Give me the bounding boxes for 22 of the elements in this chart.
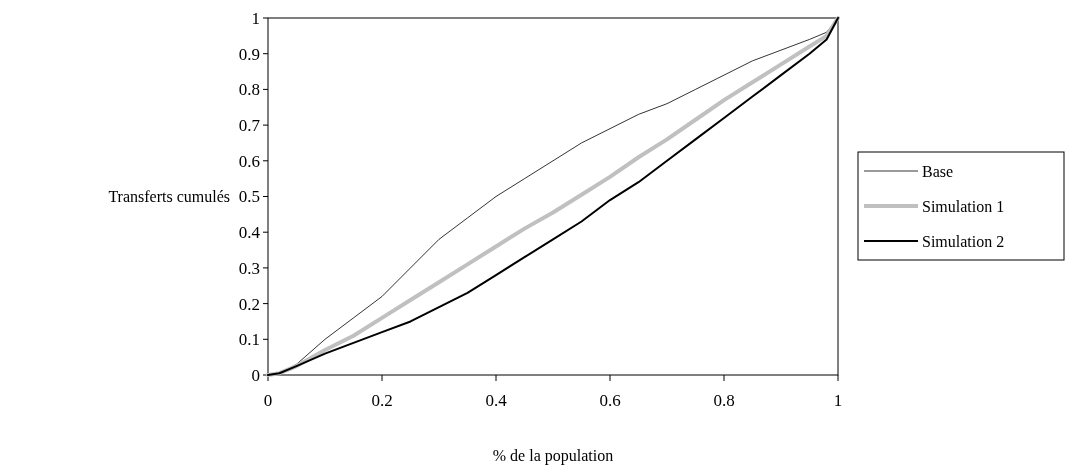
y-tick-label: 0	[251, 365, 260, 385]
x-tick-label: 0.6	[599, 391, 621, 410]
x-axis-title: % de la population	[492, 447, 614, 465]
x-tick-label: 0.4	[485, 391, 508, 410]
x-tick-label: 1	[833, 391, 843, 410]
y-tick-label: 0.1	[238, 330, 260, 350]
legend-label: Base	[922, 162, 954, 180]
y-tick-label: 0.2	[238, 294, 260, 314]
y-tick-label: 0.5	[238, 187, 260, 207]
y-tick-label: 0.3	[238, 258, 260, 278]
y-tick-label: 0.7	[238, 116, 261, 136]
x-tick-label: 0.8	[713, 391, 735, 410]
legend-label: Simulation 1	[922, 197, 1005, 215]
y-axis-title: Transferts cumulés	[108, 188, 230, 206]
y-tick-label: 0.6	[238, 151, 260, 171]
x-tick-label: 0	[263, 391, 273, 410]
y-tick-label: 1	[251, 8, 260, 28]
legend-label: Simulation 2	[922, 232, 1005, 250]
y-tick-label: 0.8	[238, 80, 260, 100]
y-tick-label: 0.9	[238, 44, 260, 64]
y-tick-label: 0.4	[238, 223, 261, 243]
x-tick-label: 0.2	[371, 391, 393, 410]
